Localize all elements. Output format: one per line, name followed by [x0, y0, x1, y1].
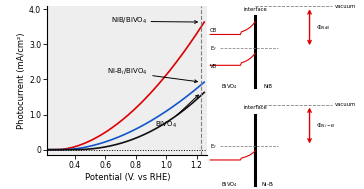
Text: Ni-B$_i$: Ni-B$_i$ — [261, 180, 275, 189]
Y-axis label: Photocurrent (mA/cm²): Photocurrent (mA/cm²) — [17, 32, 26, 129]
Text: E$_f$: E$_f$ — [210, 44, 217, 53]
Text: NiB: NiB — [264, 84, 272, 89]
Text: NiB/BiVO$_4$: NiB/BiVO$_4$ — [111, 16, 197, 26]
Text: interface: interface — [243, 7, 267, 12]
Text: VB: VB — [210, 64, 218, 69]
Text: E$_f$: E$_f$ — [210, 142, 217, 151]
Text: interface: interface — [243, 105, 267, 110]
Text: $\Phi_{NiB}$: $\Phi_{NiB}$ — [316, 23, 330, 32]
Text: vacuum: vacuum — [335, 102, 356, 107]
Text: BiVO$_4$: BiVO$_4$ — [221, 180, 238, 189]
Text: BiVO$_4$: BiVO$_4$ — [155, 95, 198, 130]
Text: $\Phi_{Ni-B}$: $\Phi_{Ni-B}$ — [316, 121, 336, 130]
Text: BiVO$_4$: BiVO$_4$ — [221, 82, 238, 91]
Text: Ni-B$_i$/BiVO$_4$: Ni-B$_i$/BiVO$_4$ — [107, 67, 197, 83]
Text: vacuum: vacuum — [335, 4, 356, 9]
Text: CB: CB — [210, 28, 218, 33]
X-axis label: Potential (V. vs RHE): Potential (V. vs RHE) — [84, 173, 170, 182]
